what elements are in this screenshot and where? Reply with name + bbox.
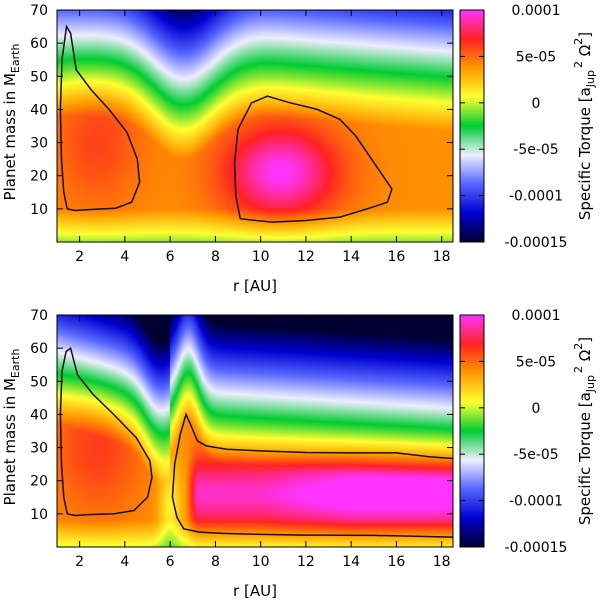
y-tick-label: 30 [30, 136, 48, 152]
x-tick-label: 6 [166, 554, 175, 570]
x-tick-label: 8 [211, 249, 220, 265]
y-tick-label: 40 [30, 102, 48, 118]
x-tick-label: 10 [252, 554, 270, 570]
y-tick-label: 50 [30, 69, 48, 85]
x-tick-label: 14 [342, 554, 360, 570]
x-tick-label: 10 [252, 249, 270, 265]
y-tick-label: 30 [30, 441, 48, 457]
colorbar-tick-label: -0.0001 [509, 494, 563, 510]
torque-map-panel-top: 2 4 6 8 10 12 14 16 18 10 20 30 40 50 60 70 r [AU] Planet… [1, 3, 597, 295]
x-tick-label: 4 [120, 554, 129, 570]
plot-frame [56, 314, 454, 548]
colorbar-tick-label: 5e-05 [516, 354, 556, 370]
colorbar [459, 9, 485, 243]
x-tick-label: 18 [433, 554, 451, 570]
x-tick-label: 2 [75, 249, 84, 265]
zero-torque-contour-1 [59, 24, 141, 212]
x-axis-label: r [AU] [233, 582, 277, 600]
zero-torque-contour-2 [233, 95, 393, 223]
y-tick-label: 40 [30, 407, 48, 423]
colorbar-tick-label: 0.0001 [512, 3, 561, 19]
x-tick-label: 8 [211, 554, 220, 570]
colorbar-tick-label: -5e-05 [513, 447, 558, 463]
x-axis-label: r [AU] [233, 277, 277, 295]
chart-svg-0: 2 4 6 8 10 12 14 16 18 10 20 30 40 50 60 70 r [AU] Planet… [1, 3, 597, 295]
x-tick-label: 12 [297, 554, 315, 570]
colorbar-tick-label: -0.00015 [505, 235, 568, 251]
colorbar-tick-label: 0.0001 [512, 308, 561, 324]
y-axis-label: Planet mass in MEarth [1, 44, 22, 201]
colorbar-label: Specific Torque [aJup2 Ω2] [572, 32, 597, 220]
x-tick-label: 16 [388, 554, 406, 570]
y-tick-label: 10 [30, 507, 48, 523]
x-tick-label: 18 [433, 249, 451, 265]
y-tick-label: 50 [30, 374, 48, 390]
y-tick-label: 20 [30, 474, 48, 490]
x-tick-label: 16 [388, 249, 406, 265]
y-tick-label: 60 [30, 341, 48, 357]
x-tick-label: 6 [166, 249, 175, 265]
heatmap-raster [57, 315, 453, 547]
colorbar-tick-label: -0.00015 [505, 540, 568, 556]
colorbar-tick-label: 5e-05 [516, 49, 556, 65]
x-tick-label: 12 [297, 249, 315, 265]
x-tick-label: 2 [75, 554, 84, 570]
y-tick-label: 70 [30, 308, 48, 324]
y-tick-label: 60 [30, 36, 48, 52]
x-tick-label: 4 [120, 249, 129, 265]
y-axis-label: Planet mass in MEarth [1, 349, 22, 506]
y-tick-label: 70 [30, 3, 48, 19]
plot-frame [56, 9, 454, 243]
y-tick-label: 10 [30, 202, 48, 218]
colorbar-tick-label: -0.0001 [509, 189, 563, 205]
colorbar-tick-label: 0 [532, 401, 541, 417]
colorbar-tick-label: -5e-05 [513, 142, 558, 158]
colorbar [459, 314, 485, 548]
chart-svg-1: 2 4 6 8 10 12 14 16 18 10 20 30 40 50 60 70 r [AU] Planet… [1, 308, 597, 600]
x-tick-label: 14 [342, 249, 360, 265]
torque-map-panel-bottom: 2 4 6 8 10 12 14 16 18 10 20 30 40 50 60 70 r [AU] Planet… [0, 305, 600, 610]
zero-torque-contour-2 [171, 412, 454, 538]
y-tick-label: 20 [30, 169, 48, 185]
heatmap-raster [57, 10, 453, 242]
colorbar-tick-label: 0 [532, 96, 541, 112]
colorbar-label: Specific Torque [aJup2 Ω2] [572, 337, 597, 525]
